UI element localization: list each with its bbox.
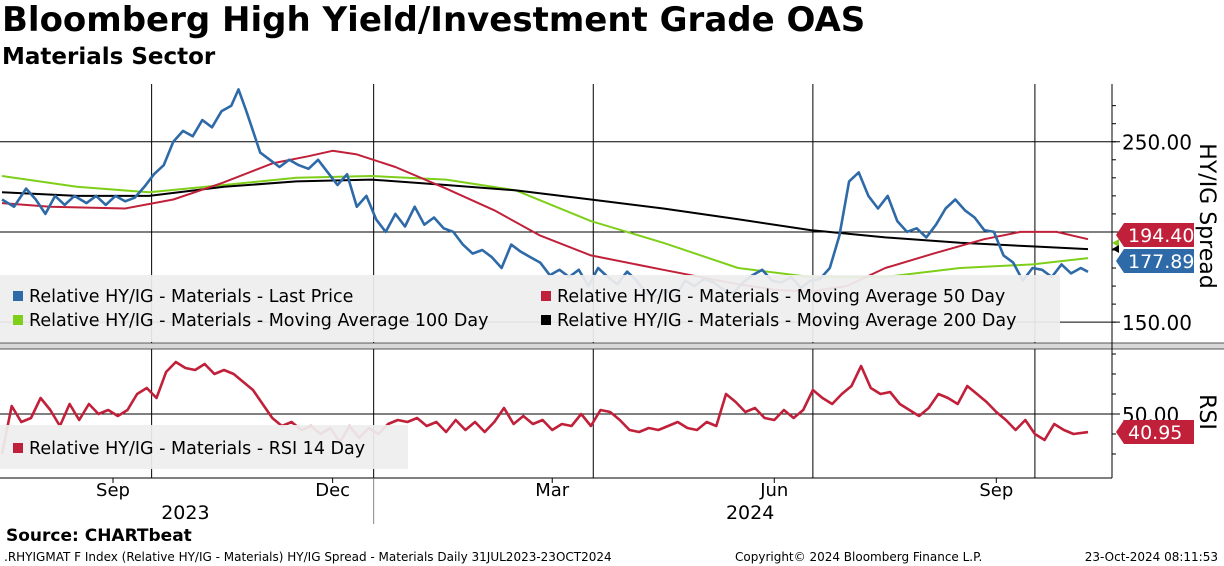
legend-item-rsi: Relative HY/IG - Materials - RSI 14 Day [13,439,365,459]
footer-copyright: Copyright© 2024 Bloomberg Finance L.P. [735,550,983,564]
legend-swatch-black [541,315,551,325]
marker-ma100 [1112,239,1119,247]
series-last-price-line [1,88,1089,299]
value-label-ma50: 194.40 [1128,225,1194,247]
marker-ma200 [1112,245,1119,253]
legend-item-last-price: Relative HY/IG - Materials - Last Price [13,287,353,307]
footer-index-description: .RHYIGMAT F Index (Relative HY/IG - Mate… [4,550,612,564]
legend-swatch-green [13,315,23,325]
value-label-ma50-bg [1116,223,1194,247]
x-tick-label: Sep [979,480,1013,501]
legend-swatch-blue [13,291,23,301]
source-note: Source: CHARTbeat [6,526,192,546]
value-label-last-price-bg [1116,249,1194,273]
y-axis-label: RSI [1194,394,1219,430]
y-tick-label: 250.00 [1122,131,1192,155]
legend-swatch-red [541,291,551,301]
legend-top-panel [0,275,1060,342]
x-year-label: 2023 [161,502,209,524]
x-tick-label: Sep [96,480,130,501]
x-tick-label: Dec [315,480,350,501]
x-year-label: 2024 [726,502,774,524]
y-tick-label: 150.00 [1122,311,1192,335]
y-axis-label: HY/IG Spread [1194,143,1219,288]
x-tick-label: Jun [759,480,788,501]
legend-item-ma100: Relative HY/IG - Materials - Moving Aver… [13,311,488,331]
series-ma100-line [1,175,1089,278]
series-ma50-line [1,149,1089,293]
chart-subtitle: Materials Sector [2,44,216,70]
plot-area [0,88,1089,455]
series-rsi-line [0,360,1089,455]
series-ma200-line [1,178,1089,251]
chart-title: Bloomberg High Yield/Investment Grade OA… [2,0,866,40]
value-label-last-price: 177.89 [1128,251,1194,273]
legend-item-ma200: Relative HY/IG - Materials - Moving Aver… [541,311,1016,331]
value-label-rsi-bg [1116,420,1194,444]
legend-item-ma50: Relative HY/IG - Materials - Moving Aver… [541,287,1005,307]
x-tick-label: Mar [535,480,570,501]
panel-separator [0,343,1224,349]
footer-timestamp: 23-Oct-2024 08:11:53 [1084,550,1218,564]
legend-swatch-rsi [13,443,23,453]
value-label-rsi: 40.95 [1128,422,1182,444]
legend-rsi-panel [0,425,408,469]
